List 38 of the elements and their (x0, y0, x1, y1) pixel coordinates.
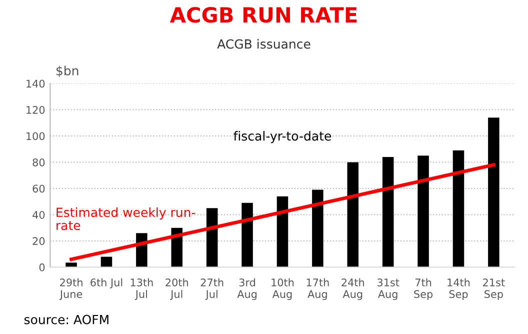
bar (276, 196, 288, 268)
x-tick-label: 27th Jul (200, 278, 224, 300)
series-label: Estimated weekly run- rate (56, 207, 196, 230)
x-tick-label: 20th Jul (166, 278, 188, 300)
y-axis-title: $bn (56, 66, 78, 78)
y-tick-label: 100 (26, 132, 45, 140)
y-tick-label: 60 (32, 184, 45, 193)
y-tick-label: 120 (26, 106, 45, 114)
x-tick-label: 24th Aug (342, 278, 364, 300)
bar (488, 118, 500, 268)
x-tick-label: 3rd Aug (237, 278, 257, 300)
bar (452, 150, 464, 268)
source-note: source: AOFM (24, 314, 108, 324)
x-tick-label: 13th Jul (130, 278, 153, 300)
bar (206, 208, 218, 268)
bar (347, 162, 359, 268)
bar (382, 156, 394, 268)
x-tick-label: 21st Sep (483, 278, 505, 300)
x-tick-label: 7th Sep (414, 278, 433, 300)
y-tick-label: 80 (32, 158, 45, 166)
bar (242, 202, 253, 268)
x-tick-label: 6th Jul (90, 278, 122, 288)
x-tick-label: 17th Aug (306, 278, 329, 300)
x-tick-label: 29th June (59, 278, 82, 300)
chart-title: ACGB RUN RATE (170, 6, 357, 23)
x-tick-label: 14th Sep (448, 278, 470, 300)
y-tick-label: 140 (26, 80, 45, 88)
y-tick-label: 40 (32, 210, 45, 219)
y-tick-label: 0 (39, 263, 45, 272)
bar (100, 256, 112, 268)
bar (171, 228, 183, 268)
x-tick-label: 31st Aug (377, 278, 400, 300)
y-tick-label: 20 (32, 237, 45, 246)
text: fiscal-yr-to-date (234, 131, 332, 144)
chart-subtitle: ACGB issuance (217, 39, 310, 49)
x-tick-label: 10th Aug (272, 278, 294, 300)
bar (418, 156, 429, 268)
bar (312, 190, 324, 268)
